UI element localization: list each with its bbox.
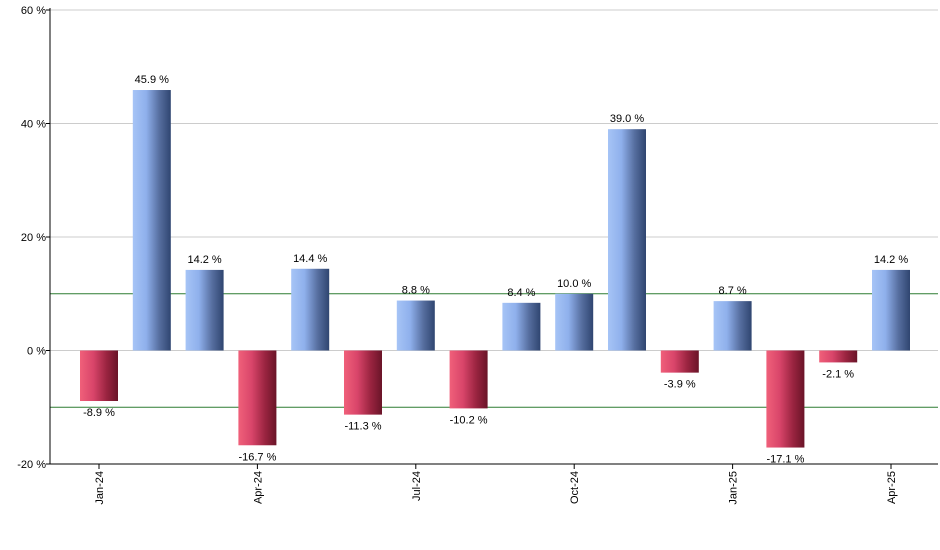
data-label: -10.2 %: [450, 414, 488, 426]
grid-lines: [50, 9, 938, 465]
data-label: 39.0 %: [610, 113, 644, 125]
data-label: 14.2 %: [874, 254, 908, 266]
x-tick-label: Jan-25: [728, 471, 740, 505]
y-tick-label: 20 %: [21, 232, 46, 244]
data-label: -11.3 %: [344, 421, 381, 433]
bar: [80, 350, 118, 402]
x-tick-label: Apr-25: [886, 471, 898, 504]
y-tick-label: -20 %: [17, 459, 46, 471]
bar: [185, 269, 224, 351]
x-tick-label: Oct-24: [569, 471, 581, 504]
bar: [238, 350, 277, 446]
y-tick-label: 40 %: [21, 119, 46, 131]
bar: [449, 350, 488, 409]
data-label: 45.9 %: [135, 74, 169, 86]
bar: [713, 301, 752, 351]
bars: [80, 90, 910, 448]
bar: [291, 268, 330, 351]
bar: [819, 350, 858, 363]
y-tick-label: 60 %: [21, 5, 46, 17]
data-label: -16.7 %: [238, 451, 276, 463]
y-tick-label: 0 %: [27, 346, 46, 358]
bar: [872, 269, 910, 351]
bar: [555, 293, 594, 351]
data-label: 14.2 %: [187, 254, 221, 266]
bar: [502, 302, 541, 351]
x-tick-label: Apr-24: [252, 471, 264, 504]
data-label: 8.4 %: [507, 287, 535, 299]
x-tick-label: Jan-24: [94, 471, 106, 505]
data-labels: -8.9 % 45.9 % 14.2 % -16.7 % 14.4 % -11.3 % 8.…: [83, 74, 908, 466]
bar: [344, 350, 382, 415]
x-tick-label: Jul-24: [411, 471, 423, 501]
data-label: -2.1 %: [822, 368, 854, 380]
data-label: 10.0 %: [557, 278, 591, 290]
bar: [766, 350, 805, 448]
bar: [608, 129, 646, 351]
bar: [660, 350, 699, 373]
axes: 60 % 40 % 20 % 0 % -20 % Jan-24 Apr-24 Jul-24 Oc…: [17, 5, 938, 505]
bar: [396, 300, 435, 351]
data-label: 8.8 %: [402, 285, 430, 297]
data-label: 8.7 %: [719, 285, 747, 297]
bar: [132, 90, 171, 351]
data-label: -17.1 %: [766, 454, 804, 466]
data-label: -8.9 %: [83, 407, 115, 419]
data-label: -3.9 %: [664, 379, 696, 391]
data-label: 14.4 %: [293, 253, 327, 265]
